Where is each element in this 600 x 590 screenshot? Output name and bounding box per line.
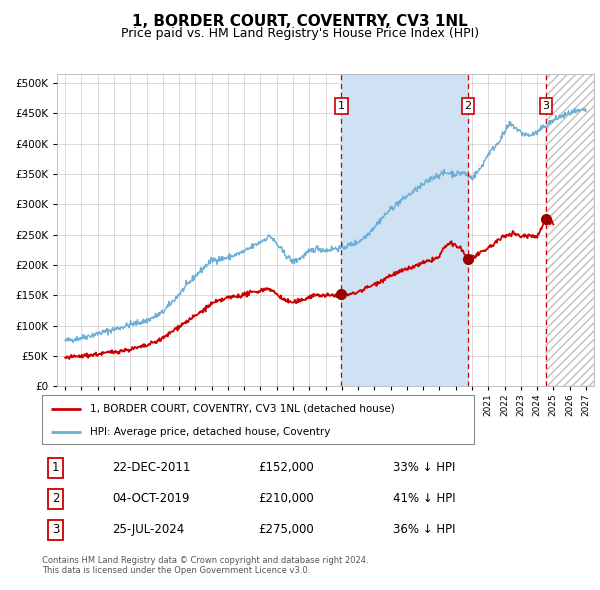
Text: 1, BORDER COURT, COVENTRY, CV3 1NL: 1, BORDER COURT, COVENTRY, CV3 1NL	[132, 14, 468, 29]
Text: 22-DEC-2011: 22-DEC-2011	[112, 461, 191, 474]
Text: 1: 1	[338, 101, 345, 111]
Text: Price paid vs. HM Land Registry's House Price Index (HPI): Price paid vs. HM Land Registry's House …	[121, 27, 479, 40]
Text: 1, BORDER COURT, COVENTRY, CV3 1NL (detached house): 1, BORDER COURT, COVENTRY, CV3 1NL (deta…	[89, 404, 394, 414]
Text: £275,000: £275,000	[258, 523, 314, 536]
Text: 33% ↓ HPI: 33% ↓ HPI	[393, 461, 455, 474]
Text: Contains HM Land Registry data © Crown copyright and database right 2024.
This d: Contains HM Land Registry data © Crown c…	[42, 556, 368, 575]
Text: 3: 3	[52, 523, 59, 536]
Bar	[341, 74, 468, 386]
Text: 04-OCT-2019: 04-OCT-2019	[112, 492, 190, 506]
Bar	[546, 74, 594, 386]
Text: £210,000: £210,000	[258, 492, 314, 506]
Text: HPI: Average price, detached house, Coventry: HPI: Average price, detached house, Cove…	[89, 427, 330, 437]
Bar	[546, 74, 594, 386]
Text: 2: 2	[464, 101, 472, 111]
Text: 3: 3	[542, 101, 550, 111]
Text: £152,000: £152,000	[258, 461, 314, 474]
Text: 1: 1	[52, 461, 59, 474]
Text: 25-JUL-2024: 25-JUL-2024	[112, 523, 184, 536]
Text: 41% ↓ HPI: 41% ↓ HPI	[393, 492, 455, 506]
Text: 36% ↓ HPI: 36% ↓ HPI	[393, 523, 455, 536]
Text: 2: 2	[52, 492, 59, 506]
